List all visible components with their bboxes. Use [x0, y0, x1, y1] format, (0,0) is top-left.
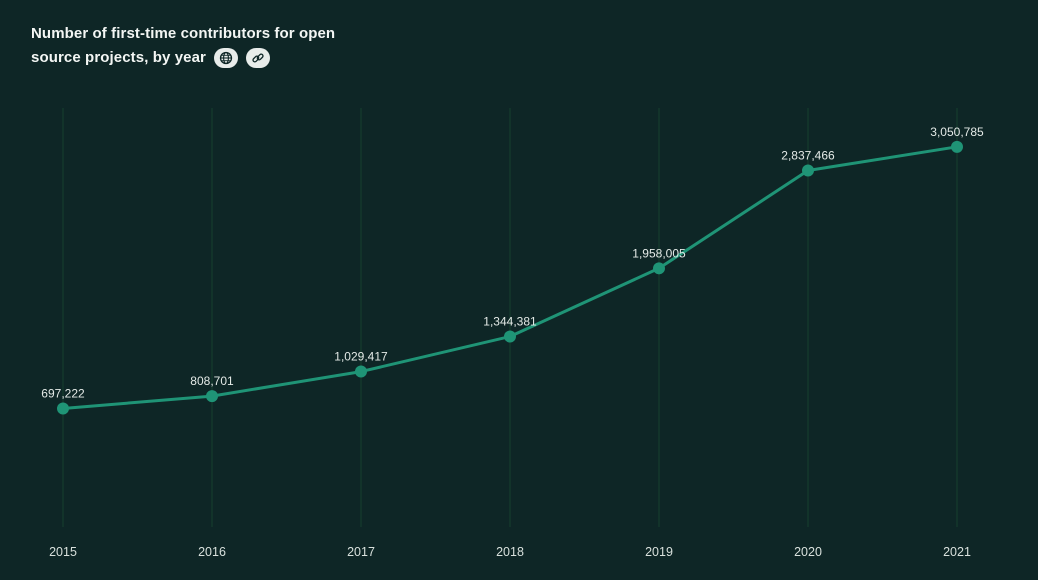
chart-title-line-2: source projects, by year: [31, 49, 206, 66]
chart-title-line-1: Number of first-time contributors for op…: [31, 25, 336, 42]
data-label-2020: 2,837,466: [781, 149, 835, 163]
x-tick-2017: 2017: [347, 545, 375, 559]
x-tick-2015: 2015: [49, 545, 77, 559]
data-point-2015: [57, 402, 69, 415]
data-label-2021: 3,050,785: [930, 125, 984, 139]
data-label-2015: 697,222: [41, 386, 85, 400]
x-tick-2018: 2018: [496, 545, 524, 559]
chart-title-row-2: source projects, by year: [31, 46, 451, 70]
data-point-2016: [206, 390, 218, 403]
data-point-2020: [802, 164, 814, 177]
gridlines: [62, 108, 958, 527]
data-point-2019: [653, 262, 665, 275]
data-label-2018: 1,344,381: [483, 315, 537, 329]
link-icon[interactable]: [245, 48, 270, 68]
data-label-2019: 1,958,005: [632, 246, 686, 260]
globe-icon[interactable]: [213, 48, 238, 68]
x-axis-ticks: 2015 2016 2017 2018 2019 2020 2021: [49, 545, 971, 559]
data-point-2021: [951, 140, 963, 153]
x-tick-2019: 2019: [645, 545, 673, 559]
x-tick-2016: 2016: [198, 545, 226, 559]
data-labels-layer: 697,222 808,701 1,029,417 1,344,381 1,958,00…: [41, 125, 984, 401]
data-label-2016: 808,701: [190, 374, 234, 388]
data-point-2017: [355, 365, 367, 378]
data-label-2017: 1,029,417: [334, 350, 388, 364]
x-tick-2021: 2021: [943, 545, 971, 559]
data-point-2018: [504, 330, 516, 343]
x-tick-2020: 2020: [794, 545, 822, 559]
chart-title: Number of first-time contributors for op…: [31, 22, 451, 70]
points-layer: [57, 140, 963, 415]
